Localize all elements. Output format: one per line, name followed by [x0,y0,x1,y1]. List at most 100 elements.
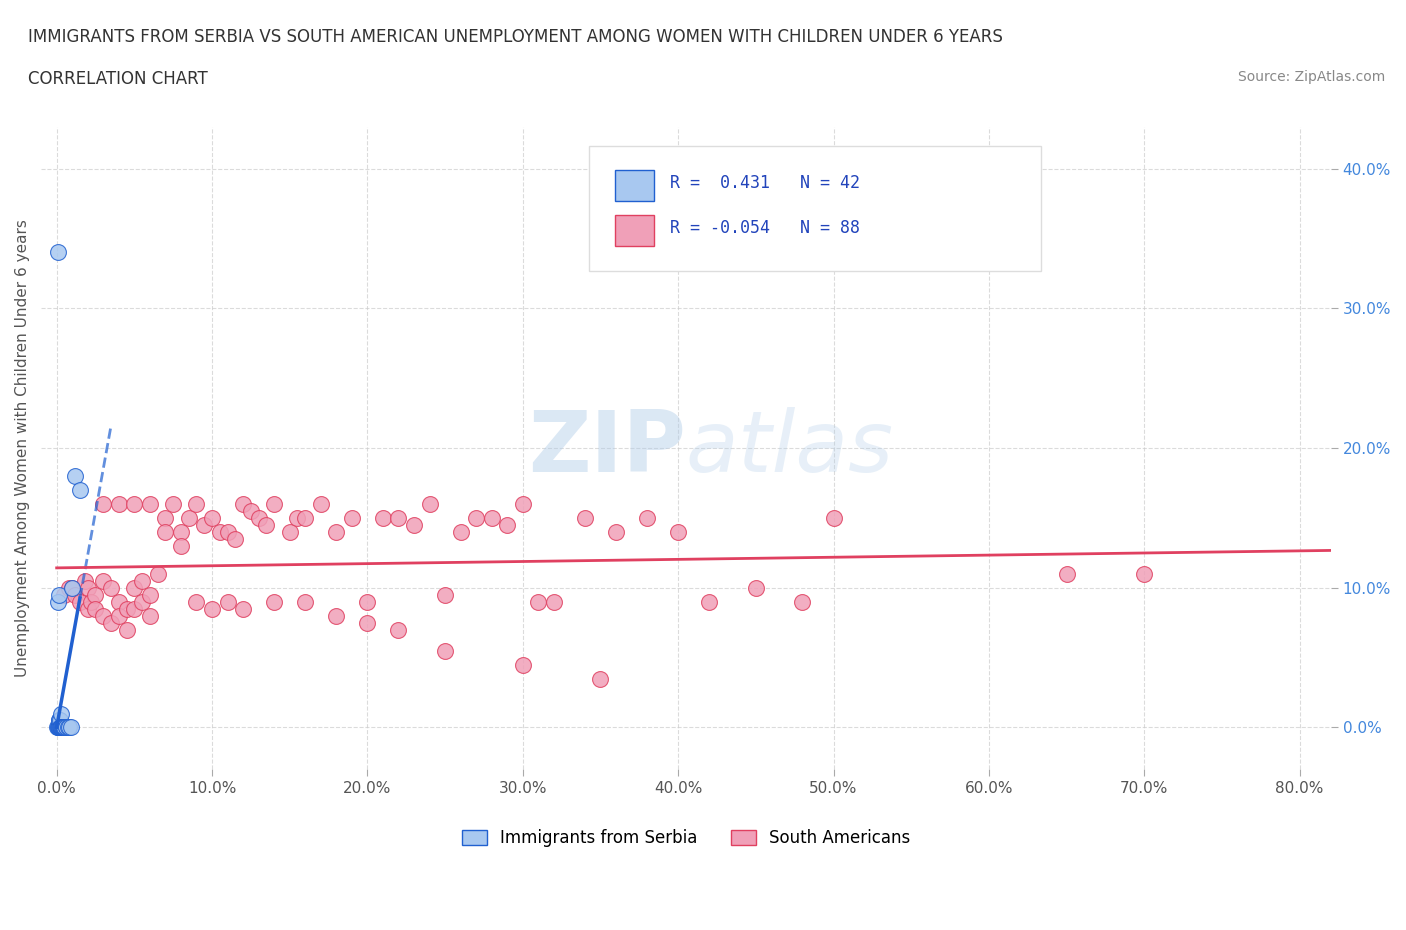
Point [46,720,69,735]
Point [356,616,378,631]
Point [100,616,122,631]
Point [263,497,285,512]
Point [697,594,720,609]
Point [371,511,394,525]
Point [201,511,224,525]
Point [49,720,72,735]
Point [52,720,75,735]
Text: IMMIGRANTS FROM SERBIA VS SOUTH AMERICAN UNEMPLOYMENT AMONG WOMEN WITH CHILDREN : IMMIGRANTS FROM SERBIA VS SOUTH AMERICAN… [28,28,1002,46]
Point [48,720,70,735]
Point [49,720,72,735]
Point [170,525,193,539]
Point [48,720,70,735]
Point [53,587,76,602]
Point [46,720,69,735]
Point [91,573,114,588]
Text: ZIP: ZIP [529,406,686,489]
Point [69,483,91,498]
Point [124,602,146,617]
Point [434,587,457,602]
Point [51,720,73,735]
Point [139,497,162,512]
Point [139,608,162,623]
Point [294,594,316,609]
Point [58,580,80,595]
Point [186,594,208,609]
Point [131,573,153,588]
Point [224,531,246,546]
Point [823,511,845,525]
Point [1133,566,1156,581]
Point [46,720,69,735]
Point [107,594,129,609]
Point [170,538,193,553]
Point [51,720,73,735]
Point [52,720,75,735]
Point [247,511,270,525]
Point [48,587,70,602]
Point [91,608,114,623]
Point [208,525,231,539]
Point [84,587,107,602]
Point [100,580,122,595]
Point [139,587,162,602]
Point [155,511,177,525]
Point [527,594,550,609]
Point [434,644,457,658]
Point [419,497,441,512]
Point [325,608,347,623]
Point [217,594,239,609]
Point [48,713,70,728]
Point [51,720,73,735]
Point [146,566,169,581]
Text: R =  0.431   N = 42: R = 0.431 N = 42 [671,174,860,193]
Point [387,511,409,525]
Point [232,602,254,617]
Point [51,720,73,735]
Point [543,594,565,609]
Point [287,511,309,525]
Point [65,587,87,602]
Point [232,497,254,512]
Point [80,594,103,609]
Point [162,497,184,512]
Point [294,511,316,525]
Point [450,525,472,539]
Point [69,594,91,609]
Point [52,720,75,735]
Point [51,720,73,735]
Point [636,511,658,525]
Point [177,511,200,525]
Point [239,503,262,518]
Point [186,497,208,512]
Point [512,497,534,512]
Point [481,511,503,525]
Point [51,720,73,735]
Bar [614,169,654,201]
Point [91,497,114,512]
Point [52,720,75,735]
Point [387,622,409,637]
Point [309,497,332,512]
Point [356,594,378,609]
Point [589,671,612,686]
Point [76,602,98,617]
Point [53,720,76,735]
Point [49,706,72,721]
Text: Source: ZipAtlas.com: Source: ZipAtlas.com [1237,70,1385,84]
Y-axis label: Unemployment Among Women with Children Under 6 years: Unemployment Among Women with Children U… [15,219,30,677]
Point [574,511,596,525]
Point [49,720,72,735]
Point [605,525,627,539]
Point [254,517,277,532]
Point [49,720,72,735]
Point [193,517,215,532]
Point [340,511,363,525]
Point [155,525,177,539]
Point [59,720,82,735]
Point [512,658,534,672]
Point [49,720,72,735]
Point [48,713,70,728]
Point [55,720,77,735]
Point [115,622,138,637]
